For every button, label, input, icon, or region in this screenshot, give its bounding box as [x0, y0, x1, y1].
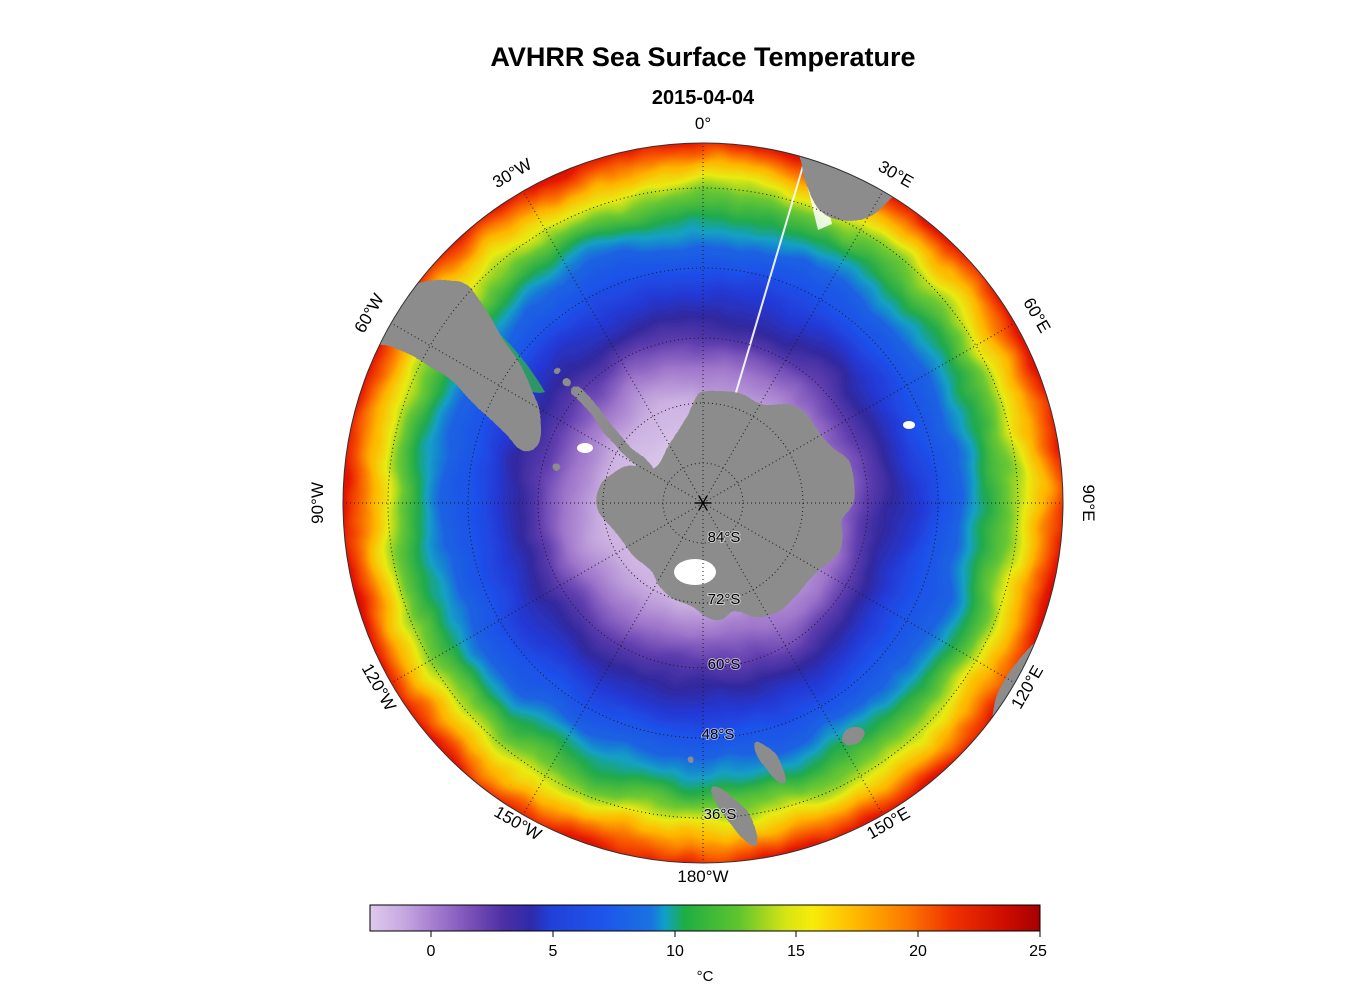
colorbar-tick-label-20: 20	[909, 943, 927, 960]
antarctic-peninsula	[569, 385, 654, 476]
colorbar-tick-label-0: 0	[427, 943, 436, 960]
meridian-line-150e	[702, 502, 884, 816]
longitude-label-90w: 90°W	[308, 482, 327, 524]
latitude-circle-36s	[387, 187, 1019, 819]
meridian-line-150w	[522, 502, 704, 816]
latitude-label-48s: 48°S	[702, 726, 735, 743]
graticule	[343, 143, 1063, 863]
longitude-label-30w: 30°W	[489, 155, 535, 192]
latitude-label-36s: 36°S	[704, 806, 737, 823]
colorbar-unit-label: °C	[697, 968, 714, 985]
tasmania-island	[840, 725, 866, 747]
new-zealand-north-island	[755, 742, 789, 782]
figure-title: AVHRR Sea Surface Temperature	[490, 42, 915, 72]
falkland-islands	[552, 464, 560, 472]
meridian-line-30e	[702, 190, 884, 504]
meridian-line-120e	[702, 502, 1016, 684]
colorbar-tick-label-5: 5	[549, 943, 558, 960]
pole-marker	[695, 495, 711, 511]
colorbar-gradient-bar	[369, 904, 1041, 932]
longitude-label-60e: 60°E	[1019, 294, 1054, 336]
colorbar: 0 5 10 15 20 25 °C	[369, 904, 1047, 985]
figure-date: 2015-04-04	[652, 87, 755, 109]
ross-ice-shelf-patch	[674, 559, 716, 585]
ice-patch	[577, 443, 593, 453]
latitude-label-84s: 84°S	[708, 529, 741, 546]
meridian-line-120w	[390, 502, 704, 684]
longitude-label-90e: 90°E	[1079, 484, 1098, 521]
map-boundary	[342, 142, 1064, 864]
peninsula-island	[562, 378, 570, 386]
subantarctic-island	[687, 755, 693, 761]
longitude-label-60w: 60°W	[351, 290, 388, 336]
longitude-label-0: 0°	[695, 114, 711, 133]
colorbar-tick-label-10: 10	[666, 943, 684, 960]
latitude-label-72s: 72°S	[708, 591, 741, 608]
colorbar-tick-label-25: 25	[1029, 943, 1047, 960]
latitude-label-60s: 60°S	[708, 656, 741, 673]
peninsula-island	[553, 368, 559, 374]
longitude-label-180w: 180°W	[677, 867, 728, 886]
meridian-line-60w	[390, 322, 704, 504]
ice-patch	[903, 421, 915, 429]
new-zealand-south-island	[712, 784, 758, 846]
latitude-circle-48s	[467, 267, 939, 739]
latitude-labels: 84°S 72°S 60°S 48°S 36°S	[701, 528, 742, 824]
colorbar-ticks	[430, 931, 1041, 937]
south-america-landmass	[360, 279, 543, 451]
colorbar-tick-label-15: 15	[787, 943, 805, 960]
meridian-line-60e	[702, 322, 1016, 504]
antarctica-landmass	[596, 392, 857, 624]
meridian-line-30w	[522, 190, 704, 504]
longitude-label-30e: 30°E	[875, 157, 917, 192]
